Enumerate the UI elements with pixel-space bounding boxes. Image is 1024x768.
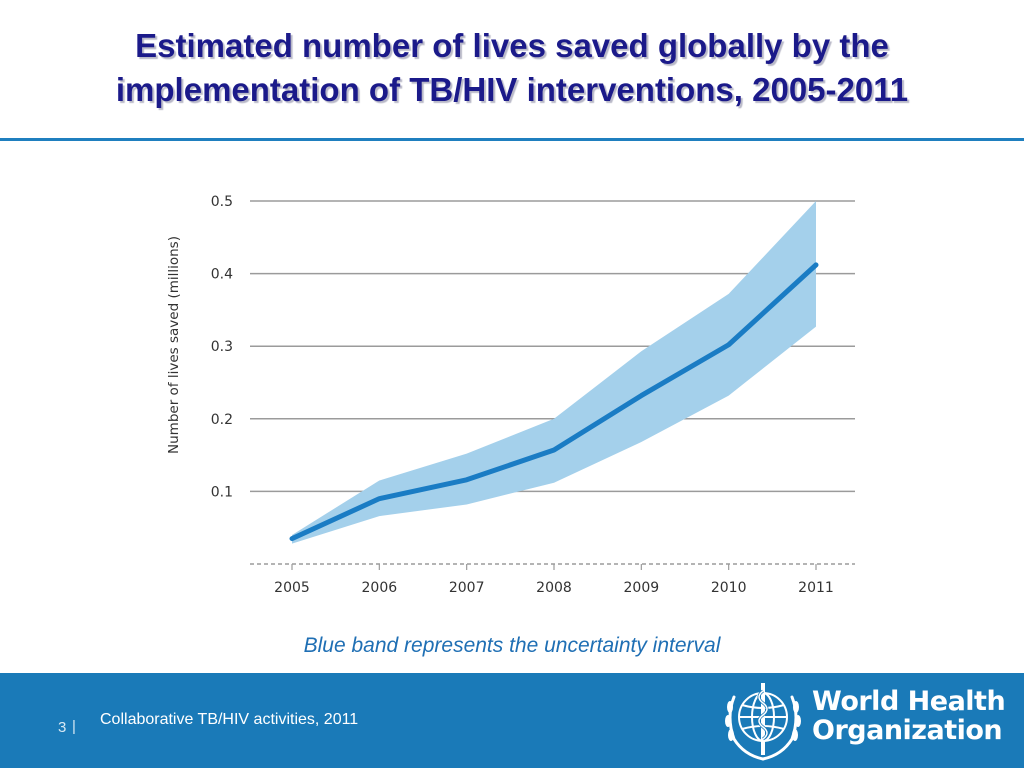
line-layer (289, 262, 819, 542)
who-logo-line-2: Organization (812, 715, 1003, 746)
band-layer (292, 201, 816, 544)
x-tick-label: 2010 (711, 580, 747, 596)
grid-layer (250, 200, 855, 565)
y-tick-label: 0.4 (211, 267, 233, 283)
x-tick-label: 2007 (449, 580, 485, 596)
footer-text: Collaborative TB/HIV activities, 2011 (100, 711, 359, 728)
x-tick-label: 2005 (274, 580, 310, 596)
slide-title-line-1: Estimated number of lives saved globally… (135, 27, 889, 64)
who-logo-text: World Health Organization (812, 686, 1006, 746)
tick-layer: 0.1 0.2 0.3 0.4 0.5 2005 2006 2007 2008 2009 2010 2… (211, 194, 834, 596)
title-divider (0, 138, 1024, 141)
footer-bar: 3 | Collaborative TB/HIV activities, 201… (0, 673, 1024, 768)
slide-title-line-2: implementation of TB/HIV interventions, … (115, 71, 909, 108)
x-tick-label: 2006 (362, 580, 398, 596)
y-tick-label: 0.5 (211, 194, 233, 210)
uncertainty-band (292, 201, 816, 544)
y-tick-label: 0.1 (211, 484, 233, 500)
page-separator: | (72, 718, 76, 735)
y-tick-label: 0.2 (211, 412, 233, 428)
chart-caption: Blue band represents the uncertainty int… (303, 634, 721, 657)
who-logo-line-1: World Health (812, 686, 1006, 717)
lives-saved-chart: 0.1 0.2 0.3 0.4 0.5 2005 2006 2007 2008 2009 2010 2… (166, 194, 855, 596)
x-tick-label: 2008 (536, 580, 572, 596)
x-tick-label: 2009 (624, 580, 660, 596)
slide-title: Estimated number of lives saved globally… (0, 24, 1024, 112)
who-emblem-icon (725, 683, 801, 761)
x-tick-label: 2011 (798, 580, 834, 596)
page-number: 3 (58, 719, 67, 736)
y-tick-label: 0.3 (211, 339, 233, 355)
y-axis-label: Number of lives saved (millions) (166, 236, 182, 454)
